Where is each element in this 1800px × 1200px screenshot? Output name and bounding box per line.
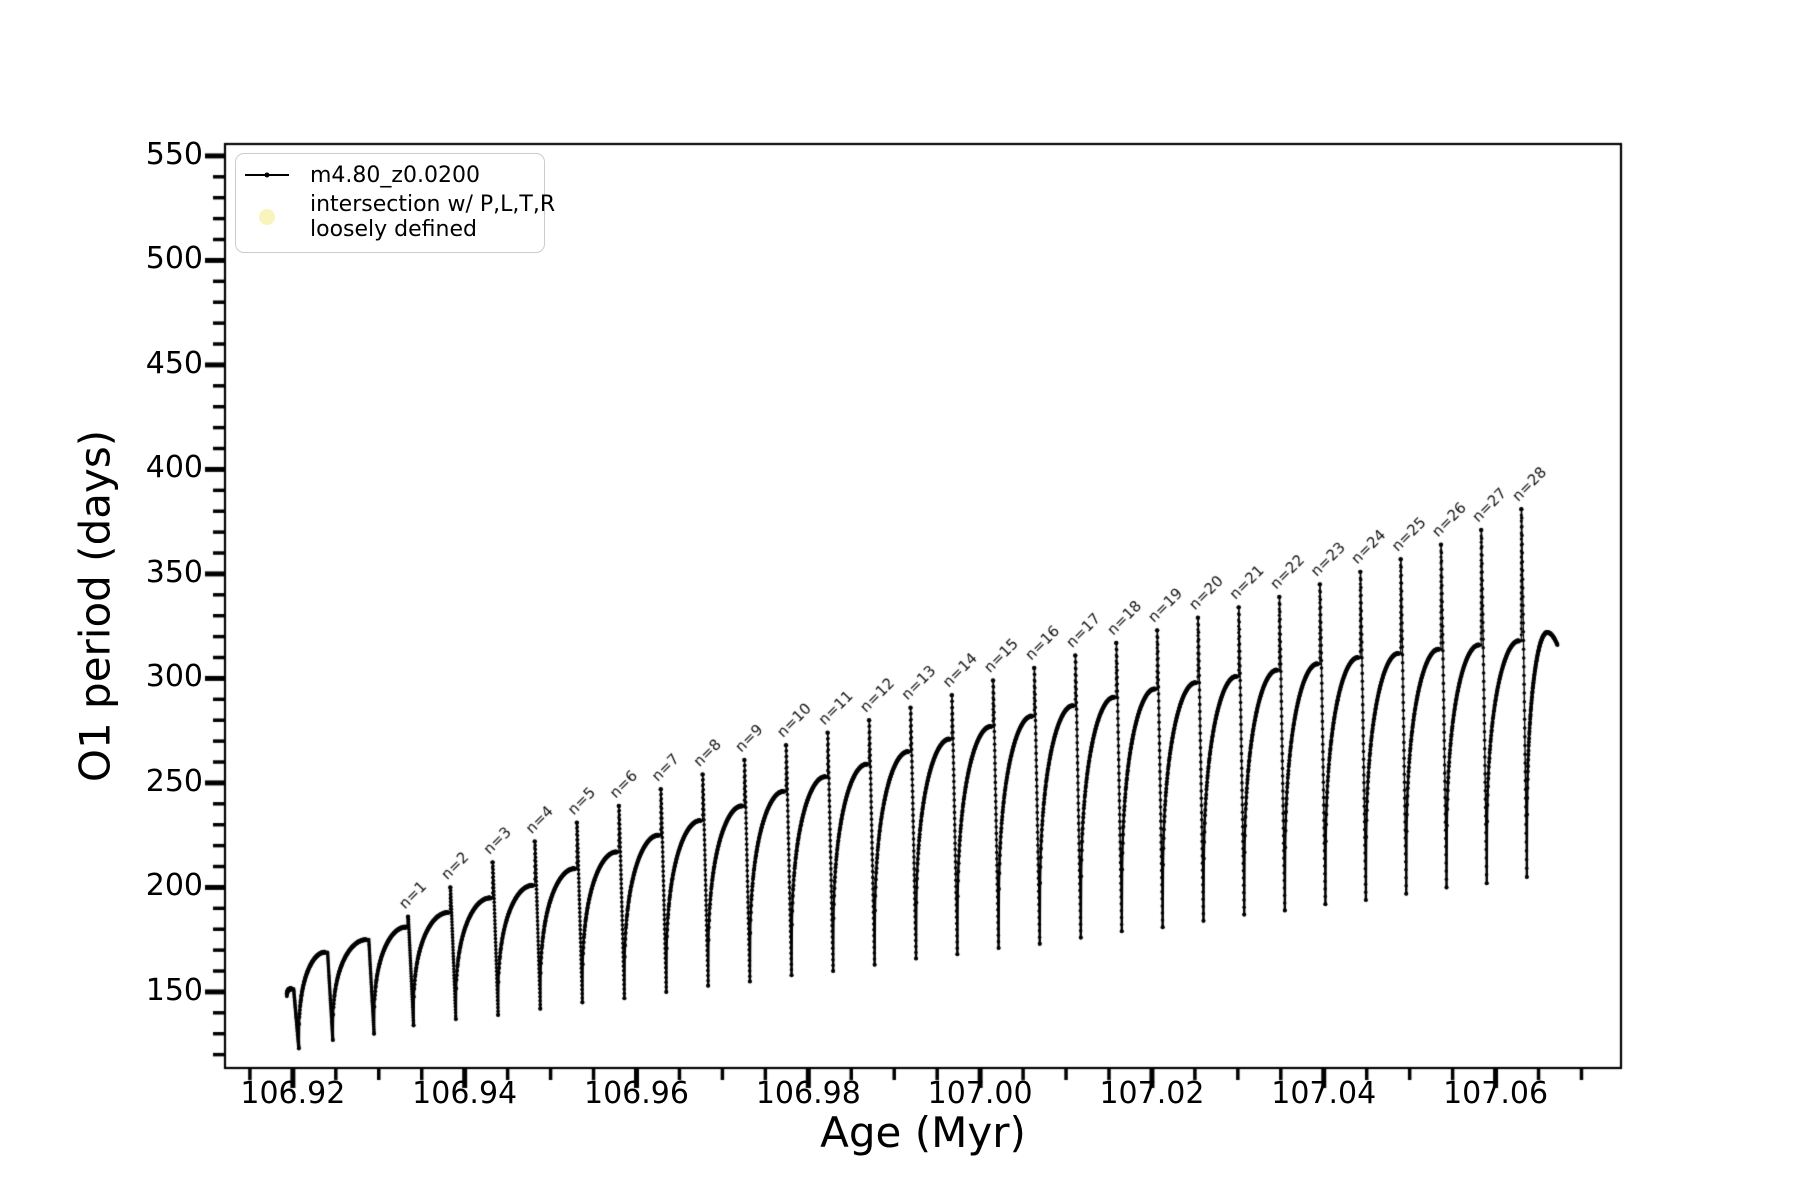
y-tick-label: 450 — [145, 345, 203, 381]
x-tick-label: 107.04 — [1271, 1076, 1377, 1111]
y-tick-label: 500 — [145, 241, 203, 277]
x-tick-label: 106.96 — [583, 1076, 689, 1111]
y-tick-label: 350 — [145, 554, 203, 590]
legend-item-model-track: m4.80_z0.0200 — [244, 162, 532, 188]
legend-label-intersection: intersection w/ P,L,T,R loosely defined — [310, 192, 555, 242]
x-tick-label: 106.92 — [240, 1076, 346, 1111]
legend: m4.80_z0.0200 intersection w/ P,L,T,R lo… — [235, 153, 555, 253]
x-tick-label: 107.00 — [927, 1076, 1033, 1111]
y-tick-label: 400 — [145, 450, 203, 486]
y-tick-label: 200 — [145, 868, 203, 904]
y-axis-title: O1 period (days) — [70, 429, 120, 783]
y-tick-label: 250 — [145, 763, 203, 799]
legend-item-intersection: intersection w/ P,L,T,R loosely defined — [244, 192, 555, 242]
legend-label-line2: loosely defined — [310, 217, 477, 242]
legend-label-line1: intersection w/ P,L,T,R — [310, 192, 556, 217]
x-tick-label: 107.06 — [1443, 1076, 1549, 1111]
y-tick-label: 150 — [145, 972, 203, 1008]
x-axis-title: Age (Myr) — [820, 1108, 1026, 1157]
legend-label-model: m4.80_z0.0200 — [310, 162, 480, 188]
point-marker-icon — [264, 172, 270, 178]
intersection-marker-icon — [259, 209, 275, 225]
x-tick-label: 107.02 — [1099, 1076, 1205, 1111]
x-tick-label: 106.94 — [412, 1076, 518, 1111]
y-tick-label: 300 — [145, 659, 203, 695]
y-tick-label: 550 — [145, 136, 203, 172]
legend-circle-sample — [244, 204, 290, 230]
x-tick-label: 106.98 — [755, 1076, 861, 1111]
legend-line-marker — [244, 162, 290, 188]
